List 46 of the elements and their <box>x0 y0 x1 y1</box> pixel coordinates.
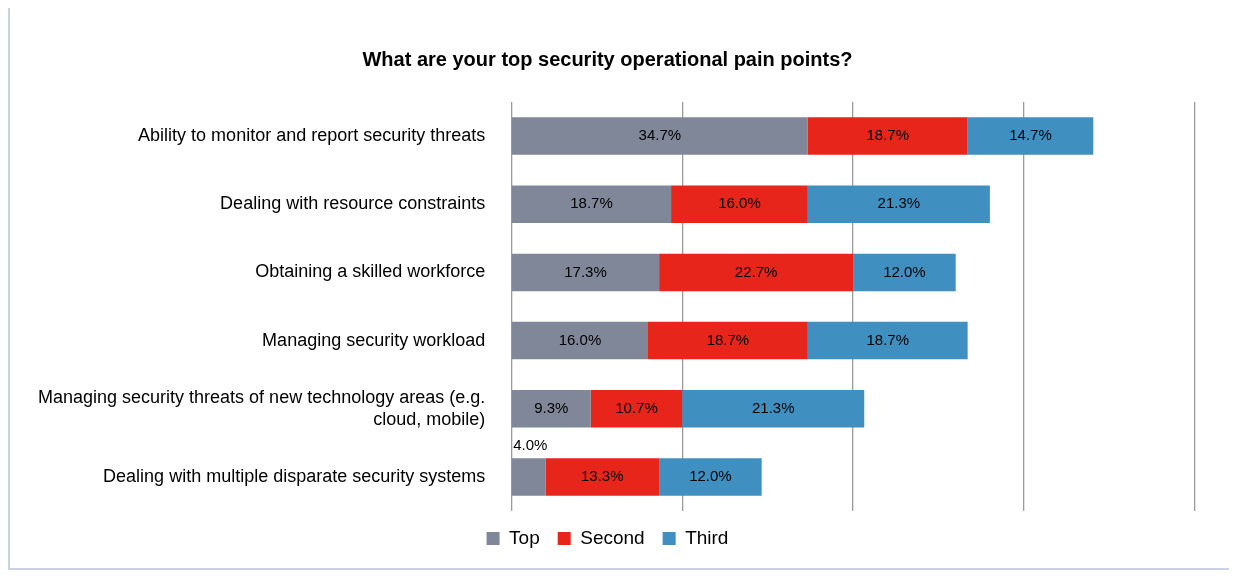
bar <box>511 321 648 360</box>
bar <box>807 117 968 155</box>
data-label: 9.3% <box>534 398 569 416</box>
bar <box>511 185 672 223</box>
bar <box>967 117 1094 155</box>
bar <box>659 253 854 292</box>
bar <box>853 253 956 292</box>
data-label: 12.0% <box>689 467 732 485</box>
bar <box>648 321 808 360</box>
data-label: 21.3% <box>751 398 795 416</box>
data-label: 18.7% <box>866 330 910 348</box>
data-label: 4.0% <box>513 436 548 454</box>
y-tick-label: Obtaining a skilled workforce <box>255 261 486 282</box>
y-tick-label: Managing security workload <box>262 329 486 350</box>
data-label: 13.3% <box>581 467 624 485</box>
data-label: 34.7% <box>638 126 682 144</box>
bar <box>545 458 660 496</box>
bar <box>659 458 762 496</box>
data-label: 16.0% <box>558 330 602 348</box>
data-label: 18.7% <box>706 330 750 348</box>
legend-label: Top <box>509 526 540 548</box>
bar <box>590 390 683 428</box>
chart-title: What are your top security operational pain points? <box>362 47 853 70</box>
data-label: 18.7% <box>570 194 613 212</box>
bar <box>671 185 808 223</box>
legend-label: Second <box>580 526 645 548</box>
data-label: 12.0% <box>883 262 926 280</box>
bar <box>511 253 660 292</box>
data-label: 18.7% <box>866 126 910 144</box>
y-tick-label: Dealing with resource constraints <box>220 193 486 214</box>
data-label: 21.3% <box>877 194 921 212</box>
bar <box>511 117 808 155</box>
bar <box>511 458 546 496</box>
bar <box>807 321 968 360</box>
y-tick-label: Ability to monitor and report security threats <box>138 125 486 146</box>
data-label: 16.0% <box>718 194 761 212</box>
bar <box>682 390 865 428</box>
legend-label: Third <box>685 526 729 548</box>
bar <box>807 185 990 223</box>
bar <box>511 390 591 428</box>
y-tick-label: Dealing with multiple disparate security systems <box>103 465 486 486</box>
data-label: 17.3% <box>564 262 607 280</box>
y-tick-label: Managing security threats of new technology areas (e.g. cloud, mobile) <box>38 386 486 429</box>
data-label: 10.7% <box>615 398 658 416</box>
data-label: 14.7% <box>1009 126 1052 144</box>
data-label: 22.7% <box>734 262 778 280</box>
